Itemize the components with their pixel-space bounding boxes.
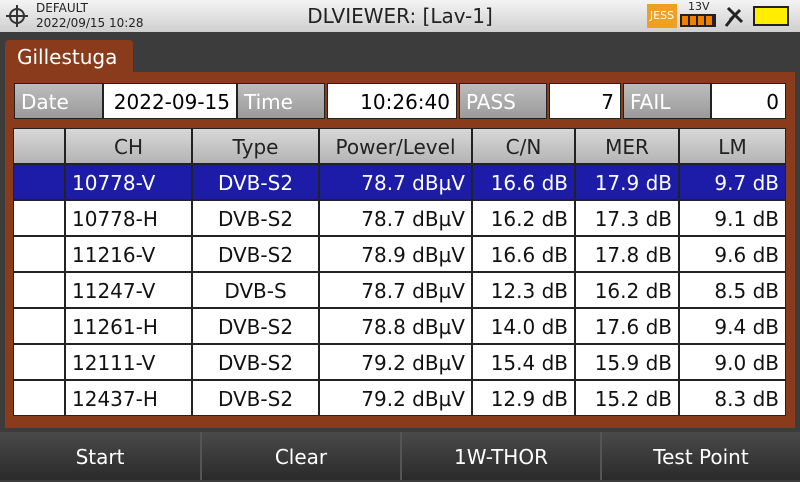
table-cell[interactable]: 78.7 dBµV — [319, 200, 472, 236]
datetime: 2022/09/15 10:28 — [36, 16, 144, 30]
table-cell[interactable]: 16.6 dB — [472, 164, 575, 200]
table-cell[interactable]: 79.2 dBµV — [319, 380, 472, 416]
gps-icon — [6, 5, 28, 27]
table-cell[interactable]: 78.9 dBµV — [319, 236, 472, 272]
row-marker[interactable] — [13, 344, 65, 380]
row-marker[interactable] — [13, 236, 65, 272]
site-tab[interactable]: Gillestuga — [5, 40, 133, 73]
table-cell[interactable]: 12437-H — [65, 380, 192, 416]
summary-fail-label: FAIL — [623, 83, 711, 119]
screen-title: DLVIEWER: [Lav-1] — [307, 4, 493, 28]
table-cell[interactable]: 11216-V — [65, 236, 192, 272]
table-cell[interactable]: 78.7 dBµV — [319, 164, 472, 200]
table-cell[interactable]: DVB-S — [192, 272, 319, 308]
table-cell[interactable]: 16.6 dB — [472, 236, 575, 272]
table-cell[interactable]: 14.0 dB — [472, 308, 575, 344]
summary-time-label: Time — [237, 83, 325, 119]
table-cell[interactable]: 17.8 dB — [575, 236, 679, 272]
status-bar: DEFAULT 2022/09/15 10:28 DLVIEWER: [Lav-… — [0, 0, 800, 32]
row-marker[interactable] — [13, 380, 65, 416]
table-cell[interactable]: 9.7 dB — [679, 164, 786, 200]
summary-fail: 0 — [711, 83, 786, 119]
column-header: LM — [679, 128, 786, 164]
column-header: C/N — [472, 128, 575, 164]
table-cell[interactable]: 11261-H — [65, 308, 192, 344]
table-cell[interactable]: 78.7 dBµV — [319, 272, 472, 308]
table-cell[interactable]: DVB-S2 — [192, 164, 319, 200]
table-cell[interactable]: 10778-V — [65, 164, 192, 200]
softkey[interactable]: 1W-THOR — [400, 432, 600, 480]
table-cell[interactable]: 17.9 dB — [575, 164, 679, 200]
row-marker[interactable] — [13, 308, 65, 344]
table-cell[interactable]: DVB-S2 — [192, 344, 319, 380]
summary-date: 2022-09-15 — [103, 83, 237, 119]
table-cell[interactable]: 12.3 dB — [472, 272, 575, 308]
table-cell[interactable]: 9.1 dB — [679, 200, 786, 236]
satellite-icon — [724, 6, 744, 27]
table-cell[interactable]: 9.6 dB — [679, 236, 786, 272]
header-blank — [13, 128, 65, 164]
column-header: Power/Level — [319, 128, 472, 164]
table-cell[interactable]: 15.4 dB — [472, 344, 575, 380]
profile: DEFAULT — [36, 1, 88, 15]
table-cell[interactable]: 8.3 dB — [679, 380, 786, 416]
softkey[interactable]: Clear — [200, 432, 400, 480]
table-cell[interactable]: 9.0 dB — [679, 344, 786, 380]
summary-date-label: Date — [14, 83, 103, 119]
table-cell[interactable]: DVB-S2 — [192, 236, 319, 272]
row-marker[interactable] — [13, 200, 65, 236]
table-cell[interactable]: 17.3 dB — [575, 200, 679, 236]
summary-pass-label: PASS — [459, 83, 547, 119]
softkey[interactable]: Start — [75, 445, 125, 469]
table-cell[interactable]: 16.2 dB — [472, 200, 575, 236]
softkey[interactable]: Test Point — [600, 432, 800, 480]
column-header: MER — [575, 128, 679, 164]
column-header: CH — [65, 128, 192, 164]
voltage: 13V — [688, 0, 710, 13]
table-cell[interactable]: DVB-S2 — [192, 380, 319, 416]
table-cell[interactable]: 12.9 dB — [472, 380, 575, 416]
table-cell[interactable]: 17.6 dB — [575, 308, 679, 344]
table-cell[interactable]: 78.8 dBµV — [319, 308, 472, 344]
column-header: Type — [192, 128, 319, 164]
summary-time: 10:26:40 — [327, 83, 457, 119]
table-cell[interactable]: 15.9 dB — [575, 344, 679, 380]
table-cell[interactable]: 16.2 dB — [575, 272, 679, 308]
table-cell[interactable]: 10778-H — [65, 200, 192, 236]
table-cell[interactable]: 79.2 dBµV — [319, 344, 472, 380]
table-cell[interactable]: 9.4 dB — [679, 308, 786, 344]
table-cell[interactable]: 11247-V — [65, 272, 192, 308]
user-badge: JESS — [647, 4, 677, 28]
battery — [753, 6, 789, 26]
table-cell[interactable]: DVB-S2 — [192, 308, 319, 344]
summary-pass: 7 — [549, 83, 621, 119]
row-marker[interactable] — [13, 164, 65, 200]
table-cell[interactable]: 8.5 dB — [679, 272, 786, 308]
table-cell[interactable]: 15.2 dB — [575, 380, 679, 416]
table-cell[interactable]: DVB-S2 — [192, 200, 319, 236]
row-marker[interactable] — [13, 272, 65, 308]
table-cell[interactable]: 12111-V — [65, 344, 192, 380]
lnb-indicator — [680, 14, 716, 27]
